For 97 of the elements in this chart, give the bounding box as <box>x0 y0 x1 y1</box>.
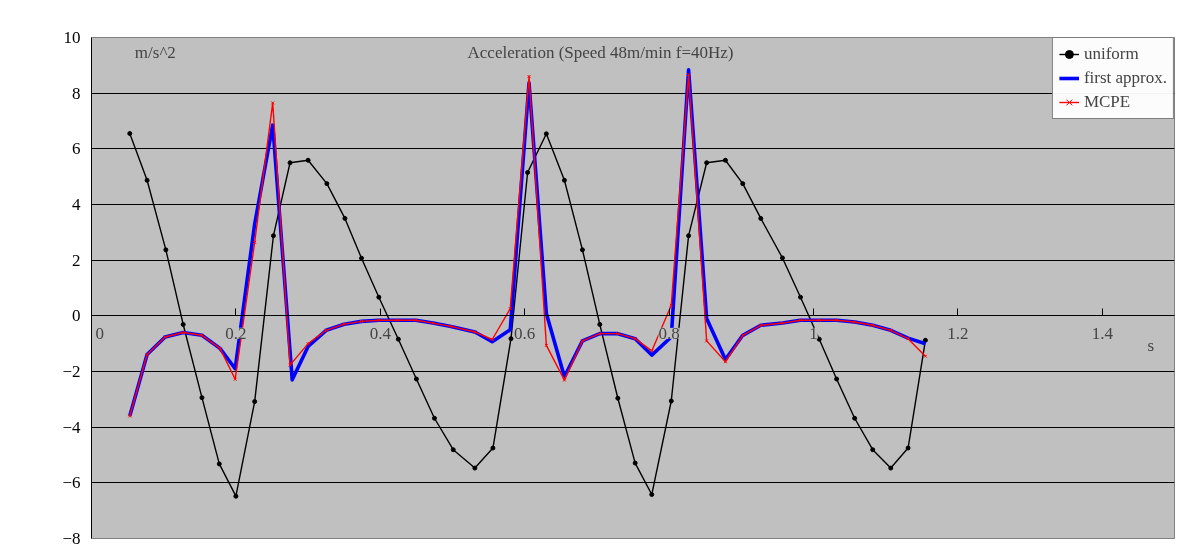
point <box>562 378 567 383</box>
point <box>450 447 456 453</box>
point <box>723 359 728 364</box>
point <box>615 331 620 336</box>
point <box>163 247 169 253</box>
point <box>324 328 329 333</box>
point <box>561 177 567 183</box>
point <box>597 321 603 327</box>
point <box>233 493 239 499</box>
point <box>145 352 150 357</box>
point <box>780 321 785 325</box>
point <box>740 181 746 187</box>
point <box>252 399 258 405</box>
y-tick-label: 8 <box>72 83 81 103</box>
y-tick-label: 10 <box>63 28 81 47</box>
y-tick-label: −4 <box>62 417 81 437</box>
point <box>922 337 928 343</box>
x-axis-title: s <box>1147 336 1155 356</box>
point <box>527 74 531 79</box>
point <box>579 247 585 253</box>
point <box>376 318 381 323</box>
point <box>580 338 585 343</box>
point <box>852 320 857 324</box>
point <box>431 415 437 421</box>
y-tick-label: 0 <box>72 306 81 326</box>
y-tick-label: −6 <box>62 473 81 493</box>
x-tick-label: 1 <box>809 323 818 343</box>
point <box>233 377 238 382</box>
y-tick-label: −8 <box>62 529 81 548</box>
chart-title: Acceleration (Speed 48m/min f=40Hz) <box>467 42 734 62</box>
point <box>615 395 621 401</box>
legend-label: first approx. <box>1083 68 1167 88</box>
y-tick-label: 4 <box>72 195 81 214</box>
point <box>633 336 638 341</box>
point <box>722 157 728 163</box>
x-tick-label: 0.4 <box>369 323 392 343</box>
x-tick-label: 0.8 <box>658 323 680 343</box>
point <box>163 335 168 339</box>
point <box>906 336 910 341</box>
x-tick-label: 0.6 <box>514 323 536 343</box>
point <box>649 492 655 498</box>
legend-label: uniform <box>1083 44 1139 64</box>
point <box>798 318 803 323</box>
point <box>394 318 399 323</box>
point <box>668 398 674 404</box>
point <box>508 336 514 342</box>
point <box>816 336 822 342</box>
y-tick-label: 2 <box>72 250 81 270</box>
y-tick-label: 6 <box>72 139 81 159</box>
point <box>543 131 549 137</box>
point <box>180 321 186 327</box>
point <box>508 306 513 311</box>
point <box>834 376 840 382</box>
point <box>413 376 419 382</box>
point <box>472 465 478 471</box>
point <box>632 460 638 466</box>
point <box>686 233 692 239</box>
point <box>270 233 276 239</box>
point <box>779 255 785 261</box>
point <box>376 294 382 300</box>
point <box>359 255 365 261</box>
point <box>449 324 453 329</box>
x-tick-label: 1.2 <box>947 323 969 343</box>
point <box>758 215 764 221</box>
point <box>704 160 710 166</box>
point <box>798 294 803 300</box>
point <box>324 181 330 187</box>
point <box>834 318 839 323</box>
point <box>127 131 133 137</box>
point <box>218 346 222 351</box>
point <box>287 160 293 166</box>
x-tick-label: 0 <box>95 323 104 343</box>
point <box>852 415 858 421</box>
point <box>395 336 401 342</box>
x-tick-label: 0.2 <box>225 323 247 343</box>
point <box>270 100 275 105</box>
point <box>649 348 654 353</box>
point <box>306 341 311 346</box>
point <box>490 445 496 451</box>
point <box>181 330 186 335</box>
x-tick-label: 1.4 <box>1091 323 1114 343</box>
point <box>199 395 205 401</box>
point <box>200 333 204 338</box>
point <box>888 465 894 471</box>
point <box>144 177 150 183</box>
point <box>597 331 602 336</box>
point <box>704 338 709 343</box>
point <box>870 447 876 453</box>
point <box>472 330 477 334</box>
point <box>905 445 911 451</box>
y-tick-label: −2 <box>62 362 81 381</box>
legend-label: MCPE <box>1083 92 1131 112</box>
y-axis-title: m/s^2 <box>134 42 176 62</box>
point <box>525 170 531 175</box>
point <box>216 461 222 467</box>
point <box>305 157 311 163</box>
point <box>342 215 348 221</box>
